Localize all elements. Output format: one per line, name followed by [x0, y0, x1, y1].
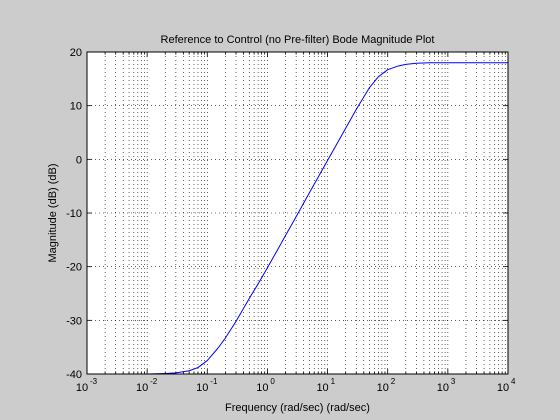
x-tick-label-exponent: 4 [511, 377, 516, 386]
y-tick-labels: -40 -30 -20 -10 0 10 20 [66, 47, 82, 381]
axis-ticks [87, 51, 508, 375]
y-tick-label: -10 [66, 208, 82, 220]
data-series [87, 62, 508, 375]
x-tick-label: 10 [316, 382, 328, 394]
x-tick-label-exponent: -3 [90, 377, 98, 386]
y-tick-label: -40 [66, 369, 82, 381]
y-tick-label: 20 [70, 47, 82, 59]
y-tick-label: 0 [76, 154, 82, 166]
x-tick-label: 10 [76, 382, 88, 394]
y-axis-label: Magnitude (dB) (dB) [47, 163, 59, 262]
y-tick-label: -30 [66, 315, 82, 327]
plot-area [87, 52, 508, 374]
x-tick-label-exponent: -2 [150, 377, 158, 386]
x-tick-label-exponent: -1 [210, 377, 218, 386]
x-tick-label-exponent: 1 [331, 377, 336, 386]
y-tick-label: 10 [70, 101, 82, 113]
x-tick-label: 10 [136, 382, 148, 394]
x-tick-label: 10 [497, 382, 509, 394]
x-tick-label: 10 [377, 382, 389, 394]
x-axis-label: Frequency (rad/sec) (rad/sec) [225, 402, 370, 414]
magnitude-series-line [87, 62, 508, 375]
x-tick-label: 10 [256, 382, 268, 394]
x-tick-label-exponent: 0 [270, 377, 275, 386]
x-tick-label: 10 [196, 382, 208, 394]
x-tick-label-exponent: 3 [451, 377, 456, 386]
x-tick-label: 10 [437, 382, 449, 394]
x-tick-label-exponent: 2 [391, 377, 396, 386]
y-tick-label: -20 [66, 262, 82, 274]
chart-title: Reference to Control (no Pre-filter) Bod… [161, 34, 435, 46]
